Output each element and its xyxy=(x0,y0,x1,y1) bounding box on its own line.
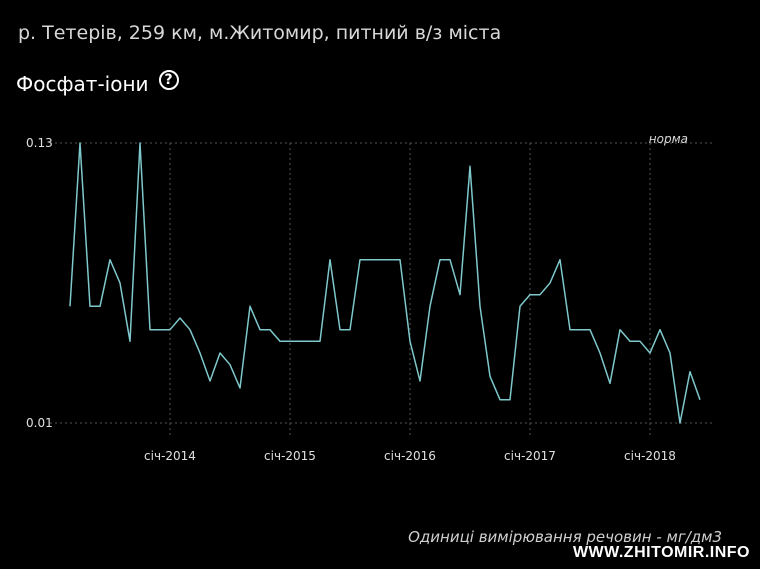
data-point[interactable] xyxy=(678,421,683,426)
data-point[interactable] xyxy=(248,304,253,309)
series-line xyxy=(69,142,701,424)
chart-axes: 0.13 0.01 січ-2014 січ-2015 січ-2016 січ-2017… xyxy=(26,132,688,463)
title-row: Фосфат-іони ? xyxy=(16,70,179,96)
data-point[interactable] xyxy=(668,351,673,356)
data-point[interactable] xyxy=(308,339,313,344)
data-point[interactable] xyxy=(358,257,363,262)
chart-series xyxy=(68,141,703,426)
data-point[interactable] xyxy=(528,292,533,297)
data-point[interactable] xyxy=(108,257,113,262)
data-point[interactable] xyxy=(498,397,503,402)
data-point[interactable] xyxy=(408,339,413,344)
data-point[interactable] xyxy=(118,281,123,286)
data-point[interactable] xyxy=(198,351,203,356)
watermark-logo: WWW.ZHITOMIR.INFO xyxy=(572,544,750,561)
data-point[interactable] xyxy=(298,339,303,344)
data-point[interactable] xyxy=(638,339,643,344)
data-point[interactable] xyxy=(78,141,83,146)
data-point[interactable] xyxy=(208,379,213,384)
data-point[interactable] xyxy=(378,257,383,262)
data-point[interactable] xyxy=(138,141,143,146)
data-point[interactable] xyxy=(518,304,523,309)
data-point[interactable] xyxy=(478,304,483,309)
data-point[interactable] xyxy=(178,316,183,321)
data-point[interactable] xyxy=(568,327,573,332)
data-point[interactable] xyxy=(688,369,693,374)
data-point[interactable] xyxy=(588,327,593,332)
data-point[interactable] xyxy=(268,327,273,332)
data-point[interactable] xyxy=(288,339,293,344)
data-point[interactable] xyxy=(628,339,633,344)
x-tick-label: січ-2014 xyxy=(144,449,196,463)
data-point[interactable] xyxy=(468,164,473,169)
units-note: Одиниці вимірювання речовин - мг/дм3 xyxy=(408,528,722,546)
data-point[interactable] xyxy=(188,327,193,332)
data-point[interactable] xyxy=(698,397,703,402)
data-point[interactable] xyxy=(488,374,493,379)
question-circle-icon[interactable]: ? xyxy=(158,70,179,90)
data-point[interactable] xyxy=(618,327,623,332)
data-point[interactable] xyxy=(538,292,543,297)
y-tick-label: 0.01 xyxy=(26,416,53,430)
data-point[interactable] xyxy=(238,386,243,391)
location-subtitle: р. Тетерів, 259 км, м.Житомир, питний в/… xyxy=(18,22,502,44)
data-point[interactable] xyxy=(258,327,263,332)
data-point[interactable] xyxy=(578,327,583,332)
x-tick-label: січ-2018 xyxy=(624,449,676,463)
data-point[interactable] xyxy=(128,339,133,344)
data-point[interactable] xyxy=(68,304,73,309)
data-point[interactable] xyxy=(508,397,513,402)
data-point[interactable] xyxy=(348,327,353,332)
data-point[interactable] xyxy=(438,257,443,262)
data-point[interactable] xyxy=(558,257,563,262)
data-point[interactable] xyxy=(338,327,343,332)
x-tick-label: січ-2016 xyxy=(384,449,436,463)
data-point[interactable] xyxy=(278,339,283,344)
chart-grid xyxy=(50,142,712,437)
data-point[interactable] xyxy=(548,281,553,286)
data-point[interactable] xyxy=(228,362,233,367)
data-point[interactable] xyxy=(398,257,403,262)
data-point[interactable] xyxy=(368,257,373,262)
data-point[interactable] xyxy=(418,379,423,384)
y-tick-label: 0.13 xyxy=(26,136,53,150)
data-point[interactable] xyxy=(318,339,323,344)
norm-label: норма xyxy=(649,132,688,146)
x-tick-label: січ-2017 xyxy=(504,449,556,463)
data-point[interactable] xyxy=(658,327,663,332)
data-point[interactable] xyxy=(598,351,603,356)
data-point[interactable] xyxy=(98,304,103,309)
data-point[interactable] xyxy=(168,327,173,332)
data-point[interactable] xyxy=(328,257,333,262)
data-point[interactable] xyxy=(608,381,613,386)
data-point[interactable] xyxy=(458,292,463,297)
data-point[interactable] xyxy=(448,257,453,262)
data-point[interactable] xyxy=(148,327,153,332)
data-point[interactable] xyxy=(428,304,433,309)
data-point[interactable] xyxy=(88,304,93,309)
x-tick-label: січ-2015 xyxy=(264,449,316,463)
data-point[interactable] xyxy=(388,257,393,262)
data-point[interactable] xyxy=(648,351,653,356)
data-point[interactable] xyxy=(218,351,223,356)
chart-title: Фосфат-іони xyxy=(16,72,149,96)
data-point[interactable] xyxy=(158,327,163,332)
